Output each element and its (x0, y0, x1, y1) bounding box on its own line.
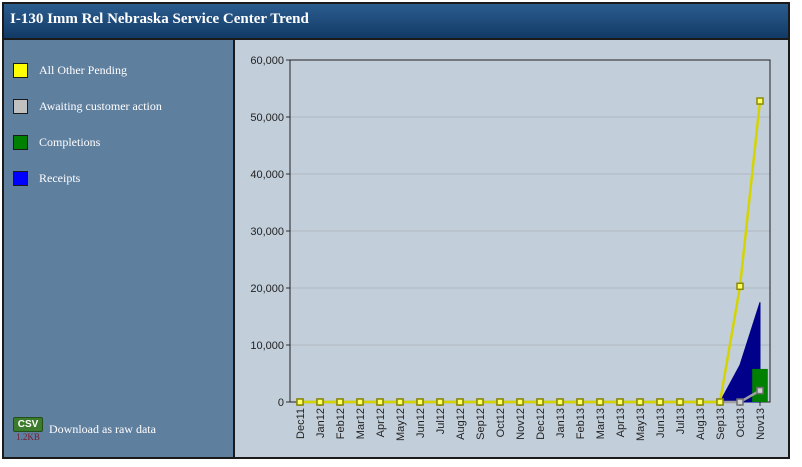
all-other-pending-point (576, 398, 584, 406)
legend-label-all-other-pending: All Other Pending (39, 62, 127, 77)
x-tick-label: Apr13 (615, 408, 627, 437)
y-tick-label: 40,000 (250, 169, 284, 181)
download-csv-link[interactable]: CSV 1.2KB Download as raw data (12, 417, 156, 442)
legend-swatch-receipts (13, 170, 28, 186)
legend-swatch-awaiting-customer-action (13, 98, 28, 114)
x-tick-label: Feb13 (575, 408, 587, 439)
x-tick-label: Mar12 (355, 408, 367, 439)
all-other-pending-point (476, 398, 484, 406)
x-tick-label: Oct12 (495, 408, 507, 437)
x-tick-label: Aug12 (455, 408, 467, 440)
all-other-pending-point (436, 398, 444, 406)
all-other-pending-point (616, 398, 624, 406)
all-other-pending-line (300, 100, 762, 404)
x-tick-label: Aug13 (695, 408, 707, 440)
all-other-pending-point (396, 398, 404, 406)
awaiting-customer-action-line (300, 389, 761, 404)
y-tick-label: 30,000 (250, 226, 284, 238)
y-tick-label: 60,000 (250, 55, 284, 67)
all-other-pending-point (676, 398, 684, 406)
csv-file-icon[interactable]: CSV 1.2KB (12, 417, 44, 442)
all-other-pending-point (596, 398, 604, 406)
chart-area: 0 10,000 20,000 30,000 40,000 50,000 60,000 Dec… (235, 40, 788, 457)
legend-item-completions[interactable]: Completions (13, 133, 100, 151)
all-other-pending-point (316, 398, 324, 406)
x-tick-label: Oct13 (735, 408, 747, 437)
all-other-pending-point (336, 398, 344, 406)
legend-swatch-completions (13, 134, 28, 150)
x-tick-label: Apr12 (375, 408, 387, 437)
x-tick-label: Sep13 (715, 408, 727, 440)
legend-item-receipts[interactable]: Receipts (13, 169, 80, 187)
all-other-pending-point (376, 398, 384, 406)
all-other-pending-point (636, 398, 644, 406)
legend-label-receipts: Receipts (39, 170, 81, 185)
legend-swatch-all-other-pending (13, 62, 28, 78)
legend-item-awaiting-customer-action[interactable]: Awaiting customer action (13, 97, 162, 115)
csv-file-size: 1.2KB (16, 432, 40, 442)
x-tick-label: Jul12 (435, 408, 447, 434)
page-title: I-130 Imm Rel Nebraska Service Center Tr… (10, 11, 309, 27)
x-tick-label: Jan13 (555, 408, 567, 438)
x-tick-label: Mar13 (595, 408, 607, 439)
all-other-pending-point (716, 398, 724, 406)
x-tick-label: Dec11 (295, 408, 307, 439)
csv-badge: CSV (12, 417, 44, 432)
x-tick-label: Jan12 (315, 408, 327, 438)
all-other-pending-point (456, 398, 464, 406)
x-tick-label: May12 (395, 408, 407, 441)
x-tick-label: Jun13 (655, 408, 667, 438)
all-other-pending-point (736, 282, 744, 291)
all-other-pending-point (656, 398, 664, 406)
all-other-pending-point (536, 398, 544, 406)
all-other-pending-point (516, 398, 524, 406)
all-other-pending-point (556, 398, 564, 406)
legend-label-awaiting-customer-action: Awaiting customer action (39, 98, 162, 113)
x-tick-label: Nov13 (755, 408, 767, 440)
legend-label-completions: Completions (39, 134, 101, 149)
x-tick-label: Jun12 (415, 408, 427, 438)
all-other-pending-point (756, 97, 764, 105)
legend-item-all-other-pending[interactable]: All Other Pending (13, 61, 127, 79)
y-tick-label: 50,000 (250, 112, 284, 124)
chart-panel: I-130 Imm Rel Nebraska Service Center Tr… (2, 2, 790, 459)
all-other-pending-point (496, 398, 504, 406)
all-other-pending-point (416, 398, 424, 406)
x-tick-label: Jul13 (675, 408, 687, 434)
y-tick-label: 20,000 (250, 283, 284, 295)
x-tick-label: Nov12 (515, 408, 527, 440)
receipts-area (300, 302, 761, 403)
y-tick-label: 0 (278, 397, 284, 409)
x-tick-label: May13 (635, 408, 647, 441)
download-label[interactable]: Download as raw data (49, 422, 156, 436)
x-tick-label: Feb12 (335, 408, 347, 439)
trend-chart: 0 10,000 20,000 30,000 40,000 50,000 60,000 Dec… (250, 55, 771, 441)
legend-sidebar: All Other Pending Awaiting customer acti… (4, 40, 235, 457)
awaiting-customer-action-point (736, 398, 744, 406)
all-other-pending-point (356, 398, 364, 406)
all-other-pending-point (696, 398, 704, 406)
y-tick-label: 10,000 (250, 340, 284, 352)
title-bar: I-130 Imm Rel Nebraska Service Center Tr… (4, 4, 788, 40)
x-tick-label: Sep12 (475, 408, 487, 440)
completions-bar (752, 368, 768, 402)
awaiting-customer-action-point (756, 386, 764, 395)
x-tick-label: Dec12 (535, 408, 547, 440)
all-other-pending-point (296, 398, 304, 406)
